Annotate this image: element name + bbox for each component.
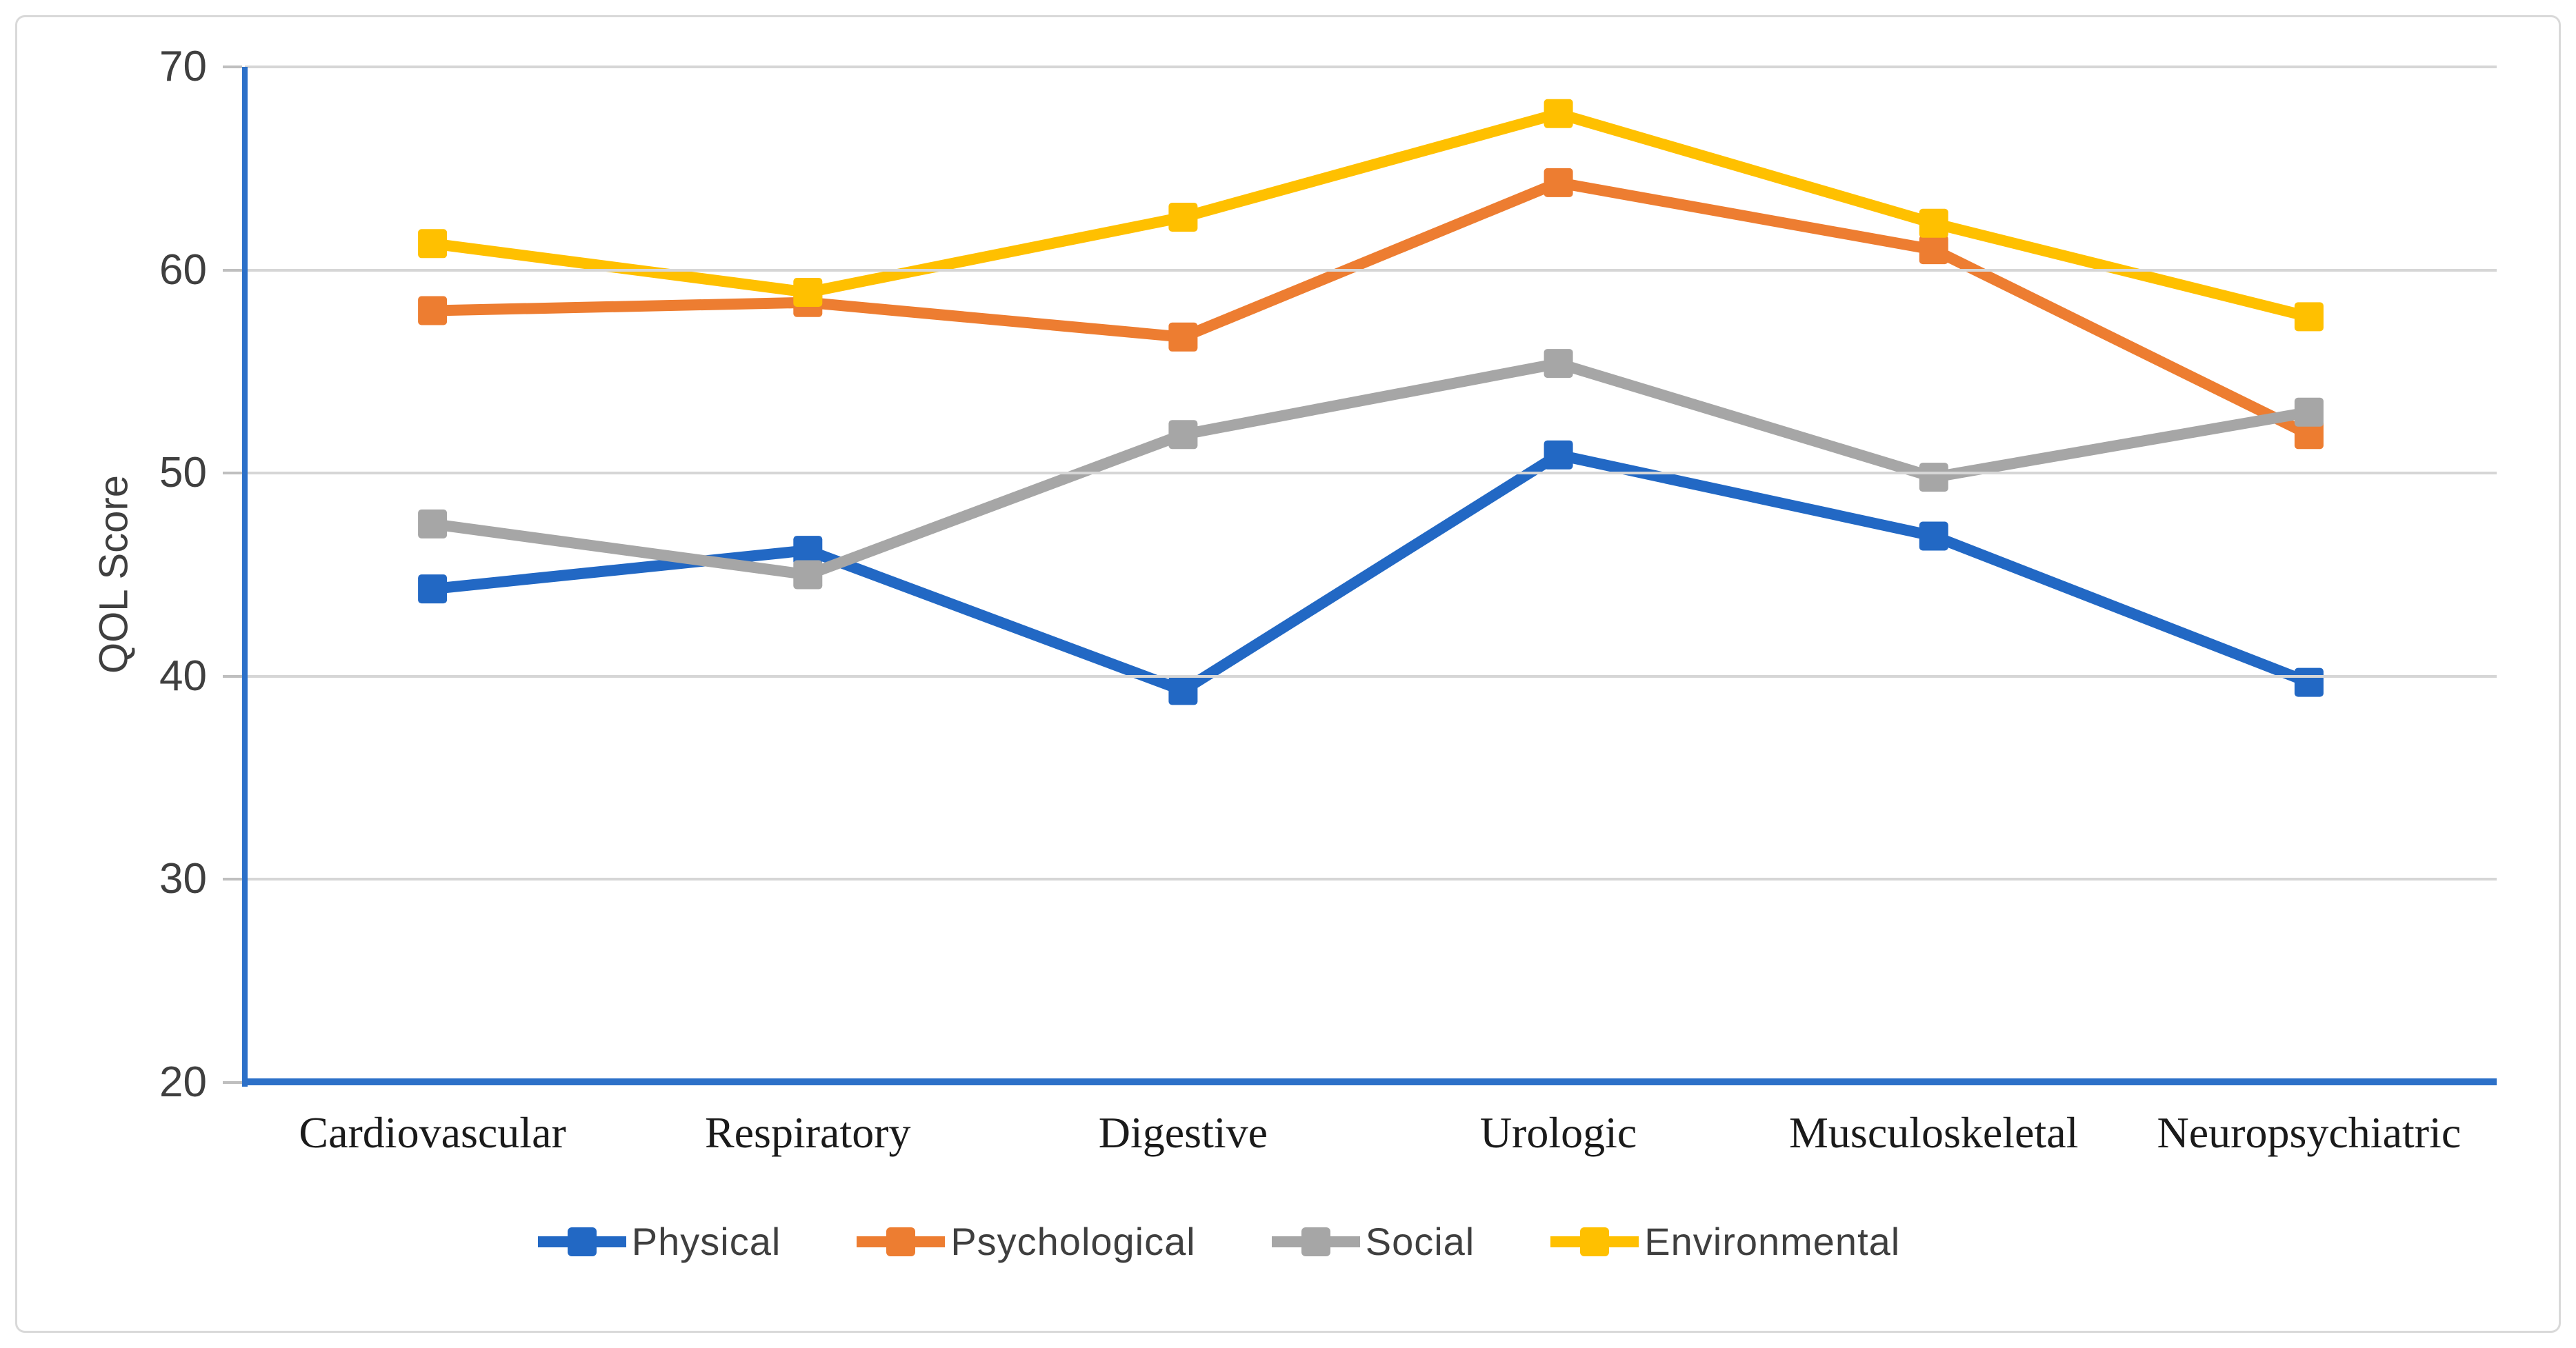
x-category-label-urologic: Urologic — [1479, 1108, 1637, 1157]
marker-social-digestive — [1168, 420, 1198, 450]
x-category-label-musculoskeletal: Musculoskeletal — [1789, 1108, 2079, 1157]
y-tick-label-40: 40 — [159, 652, 207, 700]
marker-psychological-urologic — [1544, 168, 1573, 197]
marker-social-cardiovascular — [418, 509, 448, 539]
y-tick-mark-70 — [223, 66, 242, 68]
legend-marker-icon-environmental — [1550, 1227, 1639, 1256]
legend-item-environmental: Environmental — [1550, 1219, 1900, 1264]
y-tick-mark-50 — [223, 472, 242, 475]
y-tick-mark-30 — [223, 878, 242, 881]
y-tick-mark-60 — [223, 268, 242, 272]
gridline-60 — [245, 268, 2497, 272]
series-line-social — [427, 358, 2315, 581]
marker-environmental-urologic — [1544, 99, 1573, 128]
y-tick-mark-20 — [223, 1081, 242, 1084]
series-line-environmental — [427, 108, 2315, 323]
gridline-50 — [245, 472, 2497, 475]
marker-psychological-cardiovascular — [418, 296, 448, 325]
marker-environmental-neuropsychiatric — [2294, 302, 2324, 332]
y-axis-title: QOL Score — [91, 475, 137, 674]
x-category-label-neuropsychiatric: Neuropsychiatric — [2157, 1108, 2462, 1157]
legend-square-social — [1301, 1227, 1330, 1256]
marker-physical-musculoskeletal — [1919, 521, 1948, 551]
legend-marker-icon-physical — [537, 1227, 626, 1256]
legend-label-physical: Physical — [631, 1220, 781, 1263]
marker-physical-urologic — [1544, 440, 1573, 470]
marker-psychological-musculoskeletal — [1919, 235, 1948, 265]
x-category-label-respiratory: Respiratory — [704, 1108, 911, 1157]
legend-label-social: Social — [1365, 1220, 1475, 1263]
y-tick-label-50: 50 — [159, 449, 207, 497]
legend-item-psychological: Psychological — [857, 1219, 1195, 1264]
marker-physical-neuropsychiatric — [2294, 667, 2324, 697]
legend-marker-icon-psychological — [857, 1227, 946, 1256]
marker-environmental-digestive — [1168, 203, 1198, 232]
y-axis-line — [242, 67, 248, 1087]
x-axis-line — [242, 1078, 2497, 1085]
plot-area — [245, 66, 2497, 1083]
y-tick-label-70: 70 — [159, 43, 207, 90]
legend-item-physical: Physical — [537, 1219, 781, 1264]
x-category-label-cardiovascular: Cardiovascular — [299, 1108, 566, 1157]
legend-square-psychological — [886, 1227, 916, 1256]
gridline-40 — [245, 674, 2497, 678]
legend-square-environmental — [1580, 1227, 1610, 1256]
x-category-label-digestive: Digestive — [1098, 1108, 1268, 1157]
marker-physical-respiratory — [793, 536, 823, 565]
gridline-30 — [245, 878, 2497, 881]
marker-environmental-cardiovascular — [418, 229, 448, 259]
marker-physical-digestive — [1168, 676, 1198, 705]
series-line-psychological — [427, 177, 2315, 441]
y-tick-label-30: 30 — [159, 855, 207, 903]
marker-social-respiratory — [793, 560, 823, 590]
legend: Physical Psychological Social Environmental — [0, 1219, 2507, 1264]
marker-environmental-musculoskeletal — [1919, 208, 1948, 238]
legend-item-social: Social — [1271, 1219, 1475, 1264]
legend-marker-icon-social — [1271, 1227, 1360, 1256]
y-tick-label-20: 20 — [159, 1058, 207, 1106]
legend-square-physical — [567, 1227, 597, 1256]
legend-label-psychological: Psychological — [950, 1220, 1196, 1263]
y-tick-label-60: 60 — [159, 245, 207, 294]
marker-psychological-neuropsychiatric — [2294, 420, 2324, 450]
marker-social-urologic — [1544, 349, 1573, 379]
gridline-70 — [245, 66, 2497, 68]
marker-psychological-digestive — [1168, 322, 1198, 352]
marker-physical-cardiovascular — [418, 574, 448, 604]
series-line-physical — [427, 449, 2315, 696]
series-lines — [418, 99, 2324, 705]
marker-social-musculoskeletal — [1919, 463, 1948, 492]
legend-label-environmental: Environmental — [1644, 1220, 1901, 1263]
marker-social-neuropsychiatric — [2294, 397, 2324, 427]
marker-environmental-respiratory — [793, 278, 823, 307]
y-tick-mark-40 — [223, 674, 242, 678]
